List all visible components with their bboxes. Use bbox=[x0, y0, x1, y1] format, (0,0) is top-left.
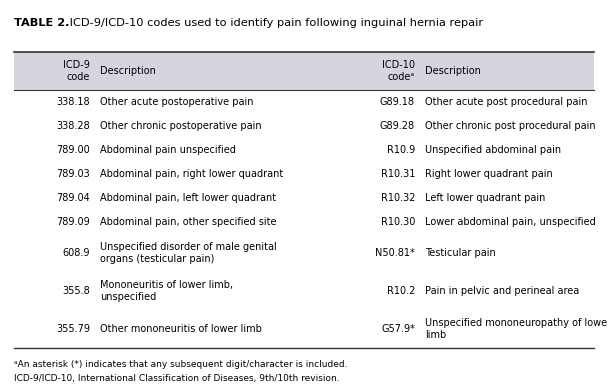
Text: 789.09: 789.09 bbox=[57, 217, 90, 227]
Text: Abdominal pain, other specified site: Abdominal pain, other specified site bbox=[100, 217, 277, 227]
Text: Other chronic postoperative pain: Other chronic postoperative pain bbox=[100, 121, 261, 131]
Text: N50.81*: N50.81* bbox=[375, 248, 415, 258]
Text: ᵃAn asterisk (*) indicates that any subsequent digit/character is included.: ᵃAn asterisk (*) indicates that any subs… bbox=[14, 360, 348, 369]
Text: Unspecified disorder of male genital
organs (testicular pain): Unspecified disorder of male genital org… bbox=[100, 242, 277, 264]
Text: ICD-9
code: ICD-9 code bbox=[63, 60, 90, 82]
Text: 355.8: 355.8 bbox=[62, 286, 90, 296]
Text: R10.30: R10.30 bbox=[381, 217, 415, 227]
Text: ICD-9/ICD-10, International Classification of Diseases, 9th/10th revision.: ICD-9/ICD-10, International Classificati… bbox=[14, 374, 340, 383]
Text: 789.00: 789.00 bbox=[57, 145, 90, 155]
Text: Description: Description bbox=[425, 66, 481, 76]
Text: Mononeuritis of lower limb,
unspecified: Mononeuritis of lower limb, unspecified bbox=[100, 280, 233, 302]
Text: Abdominal pain unspecified: Abdominal pain unspecified bbox=[100, 145, 236, 155]
Text: Testicular pain: Testicular pain bbox=[425, 248, 496, 258]
Text: TABLE 2.: TABLE 2. bbox=[14, 18, 69, 28]
Text: G57.9*: G57.9* bbox=[381, 324, 415, 334]
Text: Left lower quadrant pain: Left lower quadrant pain bbox=[425, 193, 545, 203]
Text: G89.18: G89.18 bbox=[380, 97, 415, 107]
Text: R10.2: R10.2 bbox=[387, 286, 415, 296]
Text: R10.9: R10.9 bbox=[387, 145, 415, 155]
Text: Lower abdominal pain, unspecified: Lower abdominal pain, unspecified bbox=[425, 217, 596, 227]
Text: Other acute post procedural pain: Other acute post procedural pain bbox=[425, 97, 587, 107]
Text: R10.32: R10.32 bbox=[381, 193, 415, 203]
Text: 789.04: 789.04 bbox=[57, 193, 90, 203]
Text: R10.31: R10.31 bbox=[381, 169, 415, 179]
Text: Right lower quadrant pain: Right lower quadrant pain bbox=[425, 169, 553, 179]
Text: Unspecified abdominal pain: Unspecified abdominal pain bbox=[425, 145, 561, 155]
Text: Abdominal pain, right lower quadrant: Abdominal pain, right lower quadrant bbox=[100, 169, 283, 179]
Text: Unspecified mononeuropathy of lower
limb: Unspecified mononeuropathy of lower limb bbox=[425, 318, 608, 340]
Text: Description: Description bbox=[100, 66, 156, 76]
Text: Other acute postoperative pain: Other acute postoperative pain bbox=[100, 97, 254, 107]
Text: Other mononeuritis of lower limb: Other mononeuritis of lower limb bbox=[100, 324, 262, 334]
Text: Pain in pelvic and perineal area: Pain in pelvic and perineal area bbox=[425, 286, 579, 296]
Text: Abdominal pain, left lower quadrant: Abdominal pain, left lower quadrant bbox=[100, 193, 276, 203]
Text: 338.28: 338.28 bbox=[57, 121, 90, 131]
Text: 338.18: 338.18 bbox=[57, 97, 90, 107]
Text: G89.28: G89.28 bbox=[380, 121, 415, 131]
Text: ICD-9/ICD-10 codes used to identify pain following inguinal hernia repair: ICD-9/ICD-10 codes used to identify pain… bbox=[66, 18, 483, 28]
Text: 789.03: 789.03 bbox=[57, 169, 90, 179]
Bar bbox=[14, 52, 594, 90]
Text: ICD-10
codeᵃ: ICD-10 codeᵃ bbox=[382, 60, 415, 82]
Text: 608.9: 608.9 bbox=[63, 248, 90, 258]
Text: 355.79: 355.79 bbox=[56, 324, 90, 334]
Text: Other chronic post procedural pain: Other chronic post procedural pain bbox=[425, 121, 596, 131]
